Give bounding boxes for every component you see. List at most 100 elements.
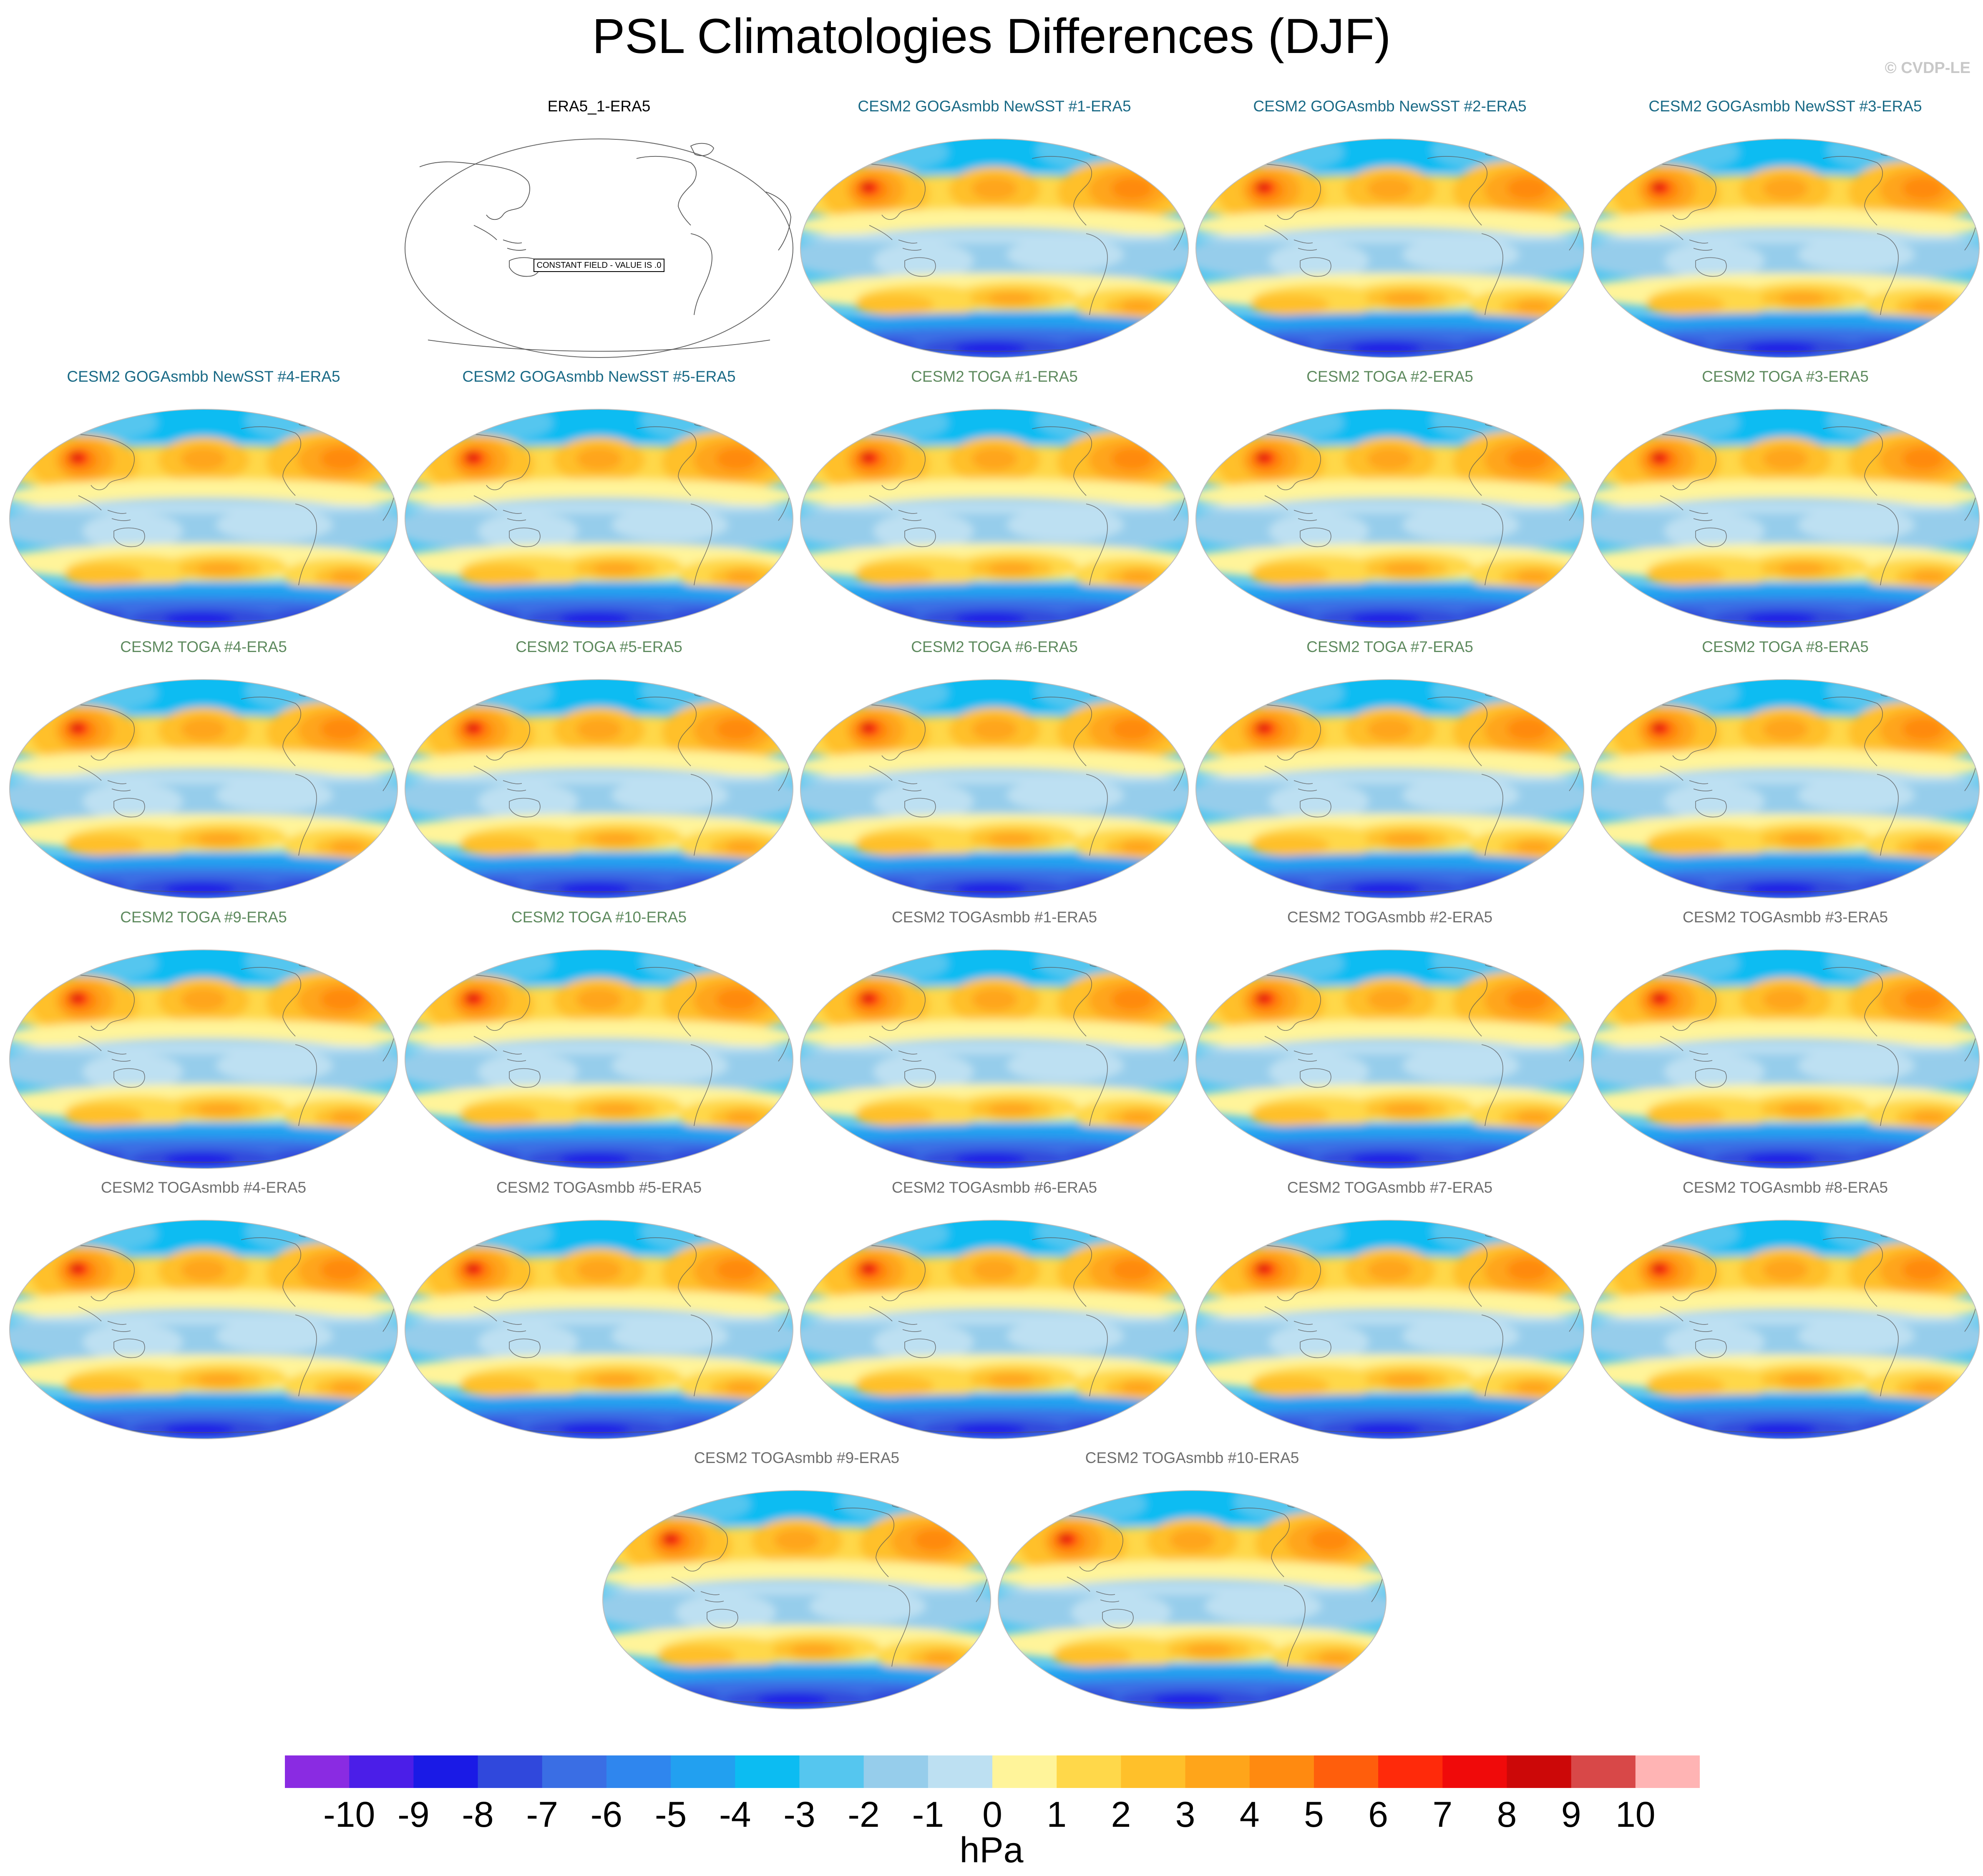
map-panel: CESM2 GOGAsmbb NewSST #4-ERA5 — [8, 366, 400, 629]
psl-difference-field — [1591, 950, 1979, 1168]
panel-title: CESM2 TOGA #10-ERA5 — [511, 909, 687, 926]
map-panel: CESM2 TOGA #10-ERA5 — [403, 907, 795, 1170]
psl-difference-field — [1196, 409, 1584, 628]
robinson-map — [405, 949, 793, 1169]
robinson-map — [1195, 409, 1584, 628]
colorbar-tick-label: -9 — [398, 1795, 430, 1835]
panel-title: CESM2 TOGAsmbb #8-ERA5 — [1682, 1179, 1888, 1196]
psl-difference-field — [10, 409, 398, 628]
colorbar-swatch — [799, 1755, 864, 1788]
colorbar-tick-label: 1 — [1047, 1795, 1067, 1835]
panel-title: CESM2 GOGAsmbb NewSST #2-ERA5 — [1253, 98, 1527, 115]
psl-difference-field — [1196, 139, 1584, 358]
constant-field-label: CONSTANT FIELD - VALUE IS .0 — [403, 259, 795, 272]
robinson-map — [9, 949, 398, 1169]
panel-title: CESM2 TOGA #2-ERA5 — [1306, 368, 1473, 385]
colorbar-units: hPa — [959, 1830, 1024, 1870]
panel-title: CESM2 TOGAsmbb #2-ERA5 — [1287, 909, 1493, 926]
panel-title: CESM2 TOGA #5-ERA5 — [516, 638, 682, 655]
robinson-map — [800, 949, 1189, 1169]
map-panel: CESM2 GOGAsmbb NewSST #2-ERA5 — [1194, 96, 1586, 359]
map-panel: CESM2 TOGA #6-ERA5 — [798, 637, 1190, 899]
colorbar-swatch — [671, 1755, 735, 1788]
map-panel: CESM2 TOGAsmbb #8-ERA5 — [1589, 1177, 1981, 1440]
map-panel: ERA5_1-ERA5 CONSTANT FIELD - VALUE IS .0 — [403, 96, 795, 359]
map-panel: CESM2 GOGAsmbb NewSST #5-ERA5 — [403, 366, 795, 629]
panel-title: CESM2 TOGA #1-ERA5 — [911, 368, 1078, 385]
panel-title: CESM2 TOGAsmbb #6-ERA5 — [891, 1179, 1097, 1196]
panel-title: CESM2 GOGAsmbb NewSST #1-ERA5 — [858, 98, 1131, 115]
robinson-map — [1591, 949, 1980, 1169]
map-panel: CESM2 TOGAsmbb #9-ERA5 — [601, 1448, 993, 1710]
colorbar-swatch — [992, 1755, 1057, 1788]
psl-difference-field — [800, 680, 1188, 898]
map-panel: CESM2 TOGA #8-ERA5 — [1589, 637, 1981, 899]
robinson-map — [800, 679, 1189, 899]
colorbar-swatch — [349, 1755, 414, 1788]
panel-title: CESM2 GOGAsmbb NewSST #3-ERA5 — [1648, 98, 1922, 115]
colorbar-tick-label: -5 — [654, 1795, 687, 1835]
colorbar-tick-label: -1 — [912, 1795, 944, 1835]
robinson-map — [1195, 138, 1584, 358]
robinson-map — [1195, 949, 1584, 1169]
robinson-map — [405, 679, 793, 899]
panel-title: CESM2 TOGA #6-ERA5 — [911, 638, 1078, 655]
psl-difference-field — [998, 1491, 1386, 1709]
psl-difference-field — [405, 950, 793, 1168]
map-panel: CESM2 GOGAsmbb NewSST #3-ERA5 — [1589, 96, 1981, 359]
map-panel: CESM2 TOGAsmbb #4-ERA5 — [8, 1177, 400, 1440]
panel-title: CESM2 GOGAsmbb NewSST #5-ERA5 — [462, 368, 736, 385]
colorbar-swatch — [1314, 1755, 1379, 1788]
colorbar-swatch — [1507, 1755, 1572, 1788]
colorbar-tick-label: -10 — [323, 1795, 375, 1835]
figure-title: PSL Climatologies Differences (DJF) — [592, 9, 1391, 64]
panel-title: CESM2 TOGAsmbb #4-ERA5 — [101, 1179, 307, 1196]
map-panel: CESM2 GOGAsmbb NewSST #1-ERA5 — [798, 96, 1190, 359]
map-panel: CESM2 TOGAsmbb #1-ERA5 — [798, 907, 1190, 1170]
panel-title: CESM2 TOGA #3-ERA5 — [1702, 368, 1869, 385]
colorbar-tick-label: -3 — [783, 1795, 815, 1835]
psl-difference-field — [1591, 1220, 1979, 1439]
colorbar-tick-label: 2 — [1111, 1795, 1131, 1835]
panel-title: ERA5_1-ERA5 — [547, 98, 651, 115]
robinson-map — [602, 1490, 991, 1710]
map-panel: CESM2 TOGA #5-ERA5 — [403, 637, 795, 899]
map-panel: CESM2 TOGA #7-ERA5 — [1194, 637, 1586, 899]
map-panel: CESM2 TOGA #2-ERA5 — [1194, 366, 1586, 629]
colorbar-tick-label: -2 — [848, 1795, 880, 1835]
map-panel: CESM2 TOGA #9-ERA5 — [8, 907, 400, 1170]
colorbar-swatch — [735, 1755, 800, 1788]
colorbar-tick-label: -7 — [526, 1795, 558, 1835]
colorbar-swatch — [1057, 1755, 1121, 1788]
panel-title: CESM2 TOGAsmbb #3-ERA5 — [1682, 909, 1888, 926]
map-panel: CESM2 TOGAsmbb #6-ERA5 — [798, 1177, 1190, 1440]
colorbar-swatch — [285, 1755, 350, 1788]
panel-title: CESM2 TOGA #4-ERA5 — [120, 638, 287, 655]
panel-title: CESM2 TOGAsmbb #1-ERA5 — [891, 909, 1097, 926]
constant-field-text: CONSTANT FIELD - VALUE IS .0 — [533, 259, 665, 272]
map-panel: CESM2 TOGAsmbb #2-ERA5 — [1194, 907, 1586, 1170]
colorbar-swatch — [1121, 1755, 1186, 1788]
colorbar-swatch — [1442, 1755, 1507, 1788]
colorbar-tick-label: -8 — [462, 1795, 494, 1835]
map-panel: CESM2 TOGAsmbb #3-ERA5 — [1589, 907, 1981, 1170]
panel-title: CESM2 TOGAsmbb #9-ERA5 — [694, 1449, 900, 1466]
colorbar-tick-label: 4 — [1239, 1795, 1260, 1835]
colorbar-tick-label: 8 — [1497, 1795, 1517, 1835]
colorbar-swatch — [1635, 1755, 1700, 1788]
psl-difference-field — [405, 680, 793, 898]
colorbar-swatch — [863, 1755, 929, 1788]
robinson-map — [405, 1220, 793, 1439]
psl-difference-field — [1591, 680, 1979, 898]
psl-difference-field — [800, 1220, 1188, 1439]
robinson-map — [1195, 679, 1584, 899]
robinson-map — [1591, 679, 1980, 899]
panel-title: CESM2 TOGA #8-ERA5 — [1702, 638, 1869, 655]
robinson-map — [1591, 1220, 1980, 1439]
psl-difference-field — [1196, 680, 1584, 898]
robinson-map — [9, 409, 398, 628]
colorbar-tick-label: 10 — [1615, 1795, 1656, 1835]
panel-title: CESM2 TOGA #9-ERA5 — [120, 909, 287, 926]
psl-difference-field — [10, 950, 398, 1168]
